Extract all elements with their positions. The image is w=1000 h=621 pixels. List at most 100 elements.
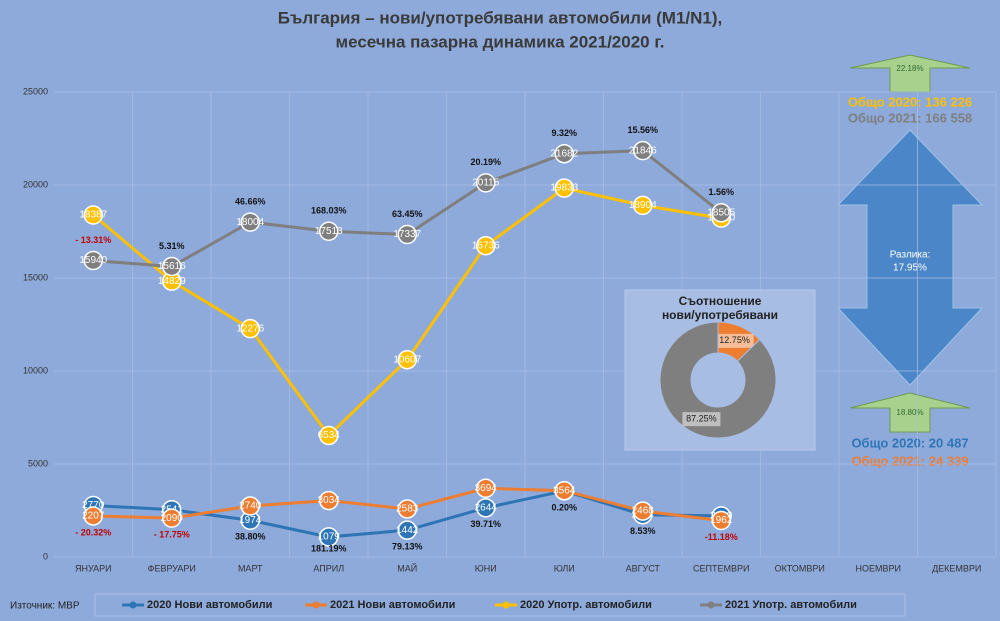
value-label: 10607 [393, 354, 421, 365]
data-point [162, 508, 182, 528]
data-point [633, 140, 653, 161]
x-tick-label: НОЕМВРИ [856, 563, 901, 573]
inset-title: Съотношение нови/употребявани [662, 294, 778, 322]
legend-swatch [707, 601, 715, 609]
legend-label: 2021 Употр. автомобили [725, 599, 857, 611]
x-tick-label: АПРИЛ [313, 563, 344, 573]
value-label: 1442 [396, 525, 419, 536]
data-point [397, 520, 417, 540]
data-point [554, 480, 574, 501]
data-point [319, 527, 339, 547]
inset-title-line: нови/употребявани [662, 308, 778, 322]
value-label: 15940 [79, 255, 107, 266]
value-label: 1974 [239, 515, 262, 526]
x-tick-label: МАЙ [397, 562, 417, 573]
x-tick-label: ФЕВРУАРИ [148, 563, 196, 573]
inset-title-line: Съотношение [679, 294, 762, 308]
change-label: 168.03% [311, 206, 347, 216]
value-label: 21846 [629, 145, 657, 156]
value-label: 1962 [710, 515, 733, 526]
chart-subtitle: месечна пазарна динамика 2021/2020 г. [336, 32, 665, 51]
slice-label: 12.75% [719, 335, 750, 345]
value-label: 3034 [318, 495, 341, 506]
value-label: 18904 [629, 200, 657, 211]
x-tick-label: АВГУСТ [626, 563, 661, 573]
change-label: -11.18% [705, 532, 738, 542]
change-label: 8.53% [630, 526, 656, 536]
value-label: 3694 [475, 483, 498, 494]
x-tick-label: ДЕКЕМВРИ [932, 563, 981, 573]
data-point [397, 349, 417, 370]
change-label: 0.20% [551, 502, 577, 512]
value-label: 18004 [236, 217, 264, 228]
change-label: 63.45% [392, 209, 423, 219]
data-point [476, 235, 496, 256]
new-total-2021: Общо 2021: 24 339 [851, 453, 968, 468]
data-point [476, 478, 496, 499]
legend-label: 2020 Употр. автомобили [520, 599, 652, 611]
new-total-2020: Общо 2020: 20 487 [851, 435, 968, 450]
value-label: 2770 [82, 500, 105, 511]
data-point [554, 178, 574, 198]
chart-title: България – нови/употребявани автомобили … [278, 8, 723, 27]
change-label: 1.56% [708, 187, 734, 197]
change-label: 20.19% [470, 157, 501, 167]
data-point [397, 499, 417, 519]
slice-label-bg [682, 412, 721, 427]
data-point [83, 250, 103, 271]
data-point [319, 221, 339, 242]
data-point [162, 256, 182, 277]
value-label: 19833 [550, 183, 578, 194]
change-label: - 17.75% [154, 530, 190, 540]
used-total-2021: Общо 2021: 166 558 [848, 110, 972, 125]
change-label: 46.66% [235, 197, 266, 207]
y-tick-label: 25000 [23, 86, 48, 96]
change-label: - 13.31% [75, 235, 111, 245]
data-point [319, 425, 339, 446]
up-arrow [849, 392, 971, 433]
data-point [240, 318, 260, 339]
value-label: 18387 [79, 210, 107, 221]
pie-slice [659, 321, 777, 439]
value-label: 2207 [82, 511, 105, 522]
change-label: 38.80% [235, 532, 266, 542]
data-point [476, 498, 496, 518]
used-growth: 22.18% [896, 64, 923, 73]
slice-label: 87.25% [686, 414, 717, 424]
change-label: 39.71% [470, 519, 501, 529]
value-label: 2468 [632, 506, 655, 517]
data-point [554, 143, 574, 164]
x-tick-label: ЮЛИ [554, 563, 575, 573]
change-label: 15.56% [627, 125, 658, 135]
legend-swatch [502, 601, 510, 609]
x-tick-label: СЕПТЕМВРИ [693, 563, 749, 573]
y-tick-label: 20000 [23, 179, 48, 189]
data-point [240, 212, 260, 232]
value-label: 2583 [396, 504, 419, 515]
change-label: 9.32% [551, 128, 577, 138]
legend-swatch [312, 601, 320, 609]
data-point [711, 203, 731, 223]
value-label: 14829 [158, 276, 186, 287]
data-point [476, 173, 496, 193]
value-label: 15616 [158, 261, 186, 272]
data-point [633, 195, 653, 216]
y-tick-label: 0 [43, 551, 48, 561]
value-label: 17513 [315, 226, 343, 237]
x-tick-label: ЮНИ [475, 563, 497, 573]
used-total-2020: Общо 2020: 136 226 [848, 94, 972, 109]
data-point [83, 506, 103, 526]
difference-value: 17.95% [893, 263, 927, 274]
change-label: 79.13% [392, 542, 423, 552]
data-point [240, 496, 260, 516]
value-label: 20115 [472, 178, 500, 189]
data-point [711, 510, 731, 531]
data-point [397, 224, 417, 245]
data-point [83, 205, 103, 225]
slice-label-bg [715, 333, 754, 348]
value-label: 1079 [318, 532, 341, 543]
y-tick-label: 10000 [23, 365, 48, 375]
change-label: - 20.32% [75, 527, 111, 537]
y-tick-label: 15000 [23, 272, 48, 282]
